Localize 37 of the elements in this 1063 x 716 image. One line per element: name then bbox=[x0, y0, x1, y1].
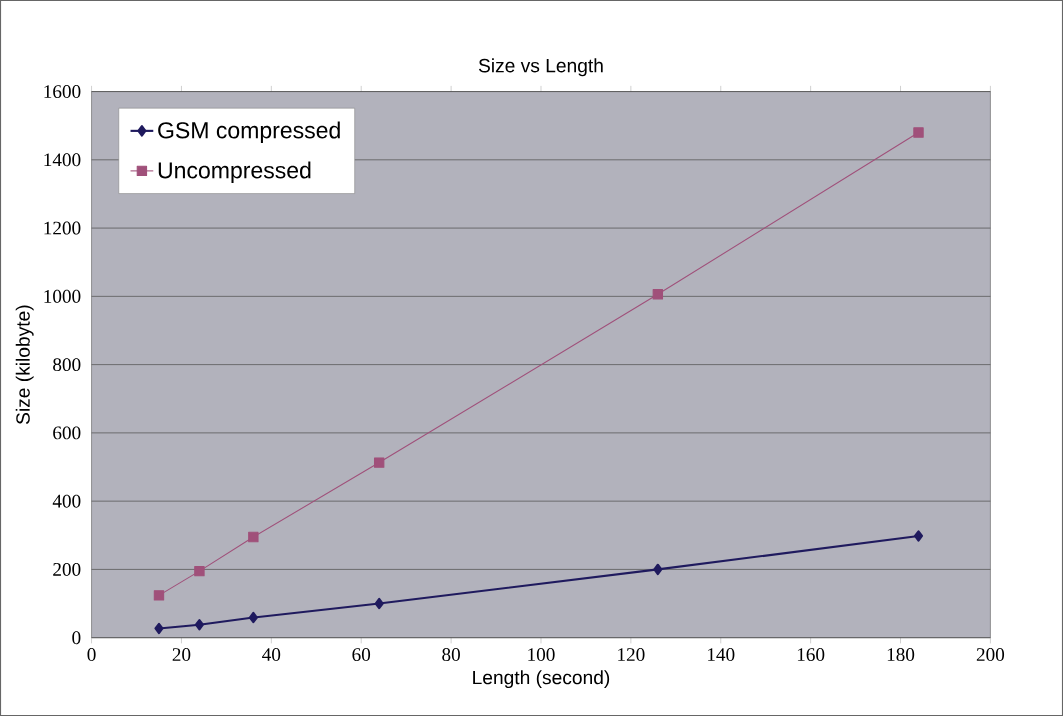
point bbox=[653, 563, 663, 576]
point bbox=[374, 597, 384, 610]
y-tick-label: 200 bbox=[53, 562, 81, 576]
point bbox=[248, 611, 258, 624]
chart-title: Size vs Length bbox=[478, 58, 603, 77]
y-tick-label: 800 bbox=[53, 358, 81, 372]
x-tick-label: 160 bbox=[797, 648, 825, 662]
y-tick-label: 1200 bbox=[44, 221, 81, 235]
point bbox=[153, 590, 165, 601]
point bbox=[652, 289, 664, 300]
y-tick-label: 1400 bbox=[44, 153, 81, 167]
point bbox=[194, 618, 204, 631]
x-tick-label: 100 bbox=[528, 648, 555, 662]
y-tick-label: 400 bbox=[52, 494, 81, 508]
x-tick-label: 120 bbox=[618, 648, 645, 662]
x-tick-label: 60 bbox=[352, 648, 371, 662]
y-tick-label: 600 bbox=[53, 426, 81, 440]
y-tick-label: 1000 bbox=[44, 289, 81, 303]
point bbox=[154, 622, 164, 635]
legend-label: GSM compressed bbox=[158, 121, 340, 144]
point bbox=[194, 565, 205, 577]
point bbox=[913, 127, 924, 138]
x-tick-label: 140 bbox=[708, 648, 735, 662]
point bbox=[373, 457, 385, 468]
x-axis-title: Length (second) bbox=[473, 670, 610, 689]
x-tick-label: 20 bbox=[172, 648, 191, 662]
x-tick-label: 180 bbox=[887, 648, 915, 662]
point bbox=[248, 531, 259, 543]
point bbox=[913, 530, 924, 542]
y-tick-label: 1600 bbox=[44, 85, 81, 99]
x-tick-label: 0 bbox=[87, 648, 96, 662]
y-tick-label: 0 bbox=[72, 631, 81, 645]
legend-label: Uncompressed bbox=[158, 161, 311, 184]
x-tick-label: 80 bbox=[442, 648, 460, 662]
x-tick-label: 200 bbox=[976, 648, 1005, 662]
y-axis-title: Size (kilobyte) bbox=[15, 305, 34, 425]
x-tick-label: 40 bbox=[262, 648, 281, 662]
